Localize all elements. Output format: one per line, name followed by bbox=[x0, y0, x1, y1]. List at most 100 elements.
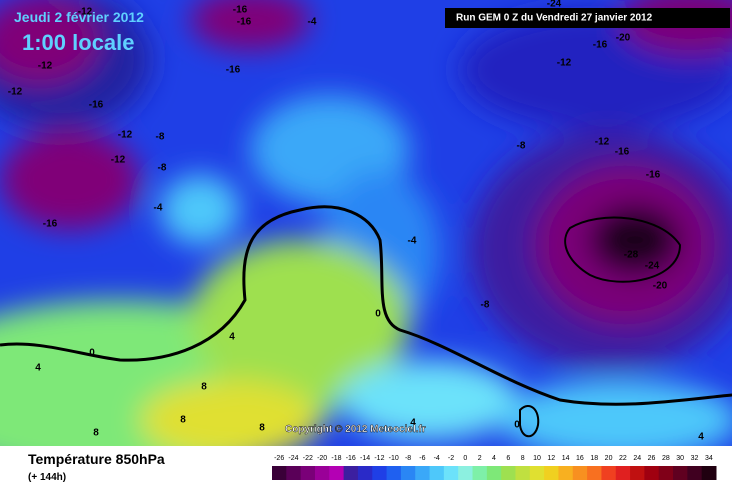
scale-label: 12 bbox=[547, 455, 555, 462]
scale-swatch bbox=[587, 466, 602, 480]
scale-label: -12 bbox=[374, 455, 384, 462]
scale-label: 4 bbox=[492, 455, 496, 462]
scale-label: 6 bbox=[506, 455, 510, 462]
scale-swatch bbox=[400, 466, 416, 480]
contour-label: -8 bbox=[481, 300, 490, 311]
scale-label: -20 bbox=[317, 455, 327, 462]
contour-label: 4 bbox=[698, 432, 704, 443]
contour-ring bbox=[519, 405, 540, 438]
contour-label: -28 bbox=[624, 250, 639, 261]
scale-label: -18 bbox=[331, 455, 341, 462]
contour-label: 0 bbox=[89, 348, 95, 359]
scale-swatch bbox=[314, 466, 330, 480]
scale-label: 18 bbox=[590, 455, 598, 462]
scale-swatch bbox=[673, 466, 688, 480]
contour-label: -12 bbox=[78, 7, 93, 18]
scale-label: -24 bbox=[288, 455, 298, 462]
contour-label: 8 bbox=[93, 428, 99, 439]
scale-label: 10 bbox=[533, 455, 541, 462]
scale-label: 8 bbox=[521, 455, 525, 462]
scale-label: 22 bbox=[619, 455, 627, 462]
contour-label: -16 bbox=[237, 17, 252, 28]
contour-label: -12 bbox=[8, 87, 23, 98]
contour-label: 0 bbox=[375, 309, 381, 320]
contour-label: -12 bbox=[38, 61, 53, 72]
contour-label: -24 bbox=[547, 0, 562, 10]
scale-label: 2 bbox=[478, 455, 482, 462]
scale-label: -6 bbox=[419, 455, 425, 462]
contour-label: -12 bbox=[557, 58, 572, 69]
contour-label: -16 bbox=[646, 170, 661, 181]
contour-label: -12 bbox=[111, 155, 126, 166]
map-date: Jeudi 2 février 2012 bbox=[14, 9, 144, 25]
scale-swatch bbox=[486, 466, 502, 480]
scale-label: 0 bbox=[463, 455, 467, 462]
scale-label: -2 bbox=[448, 455, 454, 462]
legend-title: Température 850hPa bbox=[28, 451, 165, 467]
scale-swatch bbox=[572, 466, 588, 480]
scale-swatch bbox=[544, 466, 559, 480]
contour-label: 8 bbox=[180, 415, 186, 426]
scale-label: -8 bbox=[405, 455, 411, 462]
contour-label: -16 bbox=[615, 147, 630, 158]
contour-label: -20 bbox=[653, 281, 668, 292]
contour-label: 0 bbox=[514, 420, 520, 431]
scale-swatch bbox=[429, 466, 445, 480]
scale-swatch bbox=[372, 466, 388, 480]
contour-label: 4 bbox=[35, 363, 41, 374]
contour-label: -16 bbox=[89, 100, 104, 111]
zero-contour bbox=[0, 205, 732, 406]
contour-label: 8 bbox=[259, 423, 265, 434]
contour-label: -16 bbox=[233, 5, 248, 16]
scale-label: -14 bbox=[360, 455, 370, 462]
scale-swatch bbox=[300, 466, 316, 480]
scale-swatch bbox=[601, 466, 617, 480]
scale-swatch bbox=[329, 466, 345, 480]
contour-label: -16 bbox=[43, 219, 58, 230]
contour-label: -4 bbox=[154, 203, 163, 214]
contour-label: -24 bbox=[645, 261, 660, 272]
scale-label: 30 bbox=[676, 455, 684, 462]
scale-label: 24 bbox=[633, 455, 641, 462]
scale-swatch bbox=[286, 466, 302, 480]
scale-swatch bbox=[343, 466, 359, 480]
scale-swatch bbox=[443, 466, 459, 480]
contour-label: -12 bbox=[595, 137, 610, 148]
run-info: Run GEM 0 Z du Vendredi 27 janvier 2012 bbox=[456, 13, 653, 24]
scale-swatch bbox=[386, 466, 402, 480]
contour-label: -8 bbox=[156, 132, 165, 143]
contour-label: -8 bbox=[158, 163, 167, 174]
run-box bbox=[445, 8, 730, 28]
contour-label: -4 bbox=[408, 236, 417, 247]
legend-subtitle: (+ 144h) bbox=[28, 472, 66, 483]
scale-label: 34 bbox=[705, 455, 713, 462]
scale-swatch bbox=[415, 466, 431, 480]
map-time: 1:00 locale bbox=[22, 30, 135, 55]
scale-label: 14 bbox=[562, 455, 570, 462]
contour-label: -16 bbox=[226, 65, 241, 76]
contour-label: 8 bbox=[201, 382, 207, 393]
scale-swatch bbox=[458, 466, 474, 480]
scale-swatch bbox=[501, 466, 516, 480]
contour-label: -20 bbox=[616, 33, 631, 44]
scale-label: -16 bbox=[346, 455, 356, 462]
scale-swatch bbox=[529, 466, 545, 480]
copyright: Copyright © 2012 Meteociel.fr bbox=[285, 424, 426, 435]
contour-label: 4 bbox=[229, 332, 235, 343]
scale-label: 32 bbox=[691, 455, 699, 462]
scale-swatch bbox=[615, 466, 631, 480]
contour-label: -8 bbox=[517, 141, 526, 152]
scale-label: -10 bbox=[389, 455, 399, 462]
scale-label: 20 bbox=[605, 455, 613, 462]
contour-ring bbox=[564, 216, 682, 283]
scale-swatch bbox=[558, 466, 574, 480]
scale-label: -4 bbox=[434, 455, 440, 462]
scale-swatch bbox=[272, 466, 287, 480]
scale-swatch bbox=[515, 466, 531, 480]
scale-label: -26 bbox=[274, 455, 284, 462]
contour-label: -12 bbox=[118, 130, 133, 141]
scale-swatch bbox=[630, 466, 645, 480]
